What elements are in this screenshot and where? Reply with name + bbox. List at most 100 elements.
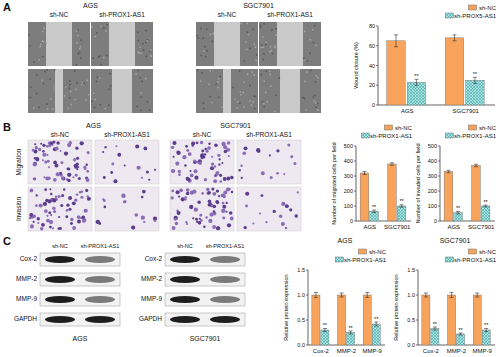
cell — [65, 215, 68, 218]
cell-line-label: SGC7901 — [220, 122, 251, 129]
cell — [124, 165, 126, 167]
cell — [39, 203, 43, 207]
cell — [52, 227, 54, 229]
cell — [50, 142, 53, 145]
cell — [48, 211, 51, 214]
texture — [310, 70, 312, 72]
cell — [46, 145, 49, 148]
texture — [260, 74, 262, 76]
cell — [227, 141, 231, 145]
cell — [222, 217, 225, 220]
bar — [445, 38, 463, 105]
y-tick-label: 0 — [434, 218, 437, 224]
cell — [198, 161, 201, 164]
error-bar — [323, 329, 327, 332]
texture — [208, 83, 210, 85]
texture — [254, 74, 256, 76]
cell — [67, 167, 70, 170]
chart: sh-NCsh-PROX5-AS1020406080AGS**SGC7901**… — [353, 5, 497, 114]
texture — [317, 109, 319, 111]
cell — [195, 161, 198, 164]
bar — [466, 80, 484, 105]
y-tick-label: 0 — [350, 218, 353, 224]
transwell-image — [237, 187, 301, 231]
cell — [80, 190, 83, 193]
legend-label: sh-NC — [479, 125, 497, 131]
cell — [201, 150, 204, 153]
cell — [257, 150, 260, 153]
texture — [28, 34, 30, 36]
bar — [397, 206, 406, 221]
transwell-image — [170, 140, 234, 184]
cell — [68, 208, 71, 211]
texture — [317, 109, 319, 111]
texture — [271, 29, 273, 31]
texture — [76, 42, 78, 44]
texture — [200, 55, 202, 57]
texture — [211, 102, 213, 104]
texture — [38, 107, 40, 109]
texture — [142, 43, 144, 45]
cell — [206, 188, 209, 191]
significance: ** — [433, 321, 438, 327]
significance: ** — [374, 316, 379, 322]
cell — [77, 215, 81, 219]
cell — [216, 226, 220, 230]
cell — [33, 178, 36, 181]
texture — [209, 96, 211, 98]
texture — [46, 103, 48, 105]
cell — [230, 176, 234, 180]
cell — [238, 169, 240, 171]
texture — [141, 81, 143, 83]
texture — [263, 103, 265, 105]
texture — [205, 56, 207, 58]
cell — [184, 164, 186, 166]
wound-image — [91, 22, 153, 66]
texture — [95, 36, 97, 38]
cell — [70, 218, 73, 221]
y-tick-label: 60 — [369, 43, 375, 49]
cell — [176, 151, 179, 154]
y-tick-label: 80 — [369, 23, 375, 29]
cell — [117, 153, 121, 157]
bar — [321, 330, 329, 345]
texture — [76, 64, 78, 66]
texture — [315, 102, 317, 104]
texture — [203, 103, 205, 105]
texture — [80, 57, 82, 59]
texture — [261, 44, 263, 46]
error-bar — [473, 77, 477, 83]
texture — [42, 56, 44, 58]
cell — [49, 188, 51, 190]
x-tick-label: SGC7901 — [468, 224, 495, 230]
cell — [297, 191, 299, 193]
y-tick-label: 500 — [428, 143, 437, 149]
texture — [275, 95, 277, 97]
cell — [171, 196, 174, 199]
texture — [77, 29, 79, 31]
cell — [46, 154, 48, 156]
texture — [244, 60, 246, 62]
texture — [109, 73, 111, 75]
texture — [265, 92, 267, 94]
cell — [35, 204, 38, 207]
cell — [55, 146, 59, 150]
texture — [265, 44, 267, 46]
texture — [263, 53, 265, 55]
texture — [217, 87, 219, 89]
y-tick-label: 500 — [344, 143, 353, 149]
blot-strip — [165, 293, 245, 306]
error-bar — [349, 331, 353, 334]
cell — [279, 214, 282, 217]
texture — [43, 41, 45, 43]
texture — [146, 56, 148, 58]
cell — [42, 159, 44, 161]
cell — [111, 162, 114, 165]
texture — [271, 50, 273, 52]
cell — [172, 226, 176, 230]
blot-bg — [40, 293, 120, 306]
cell — [52, 198, 55, 201]
cell — [37, 217, 40, 220]
texture — [249, 85, 251, 87]
image-bg — [95, 187, 159, 231]
